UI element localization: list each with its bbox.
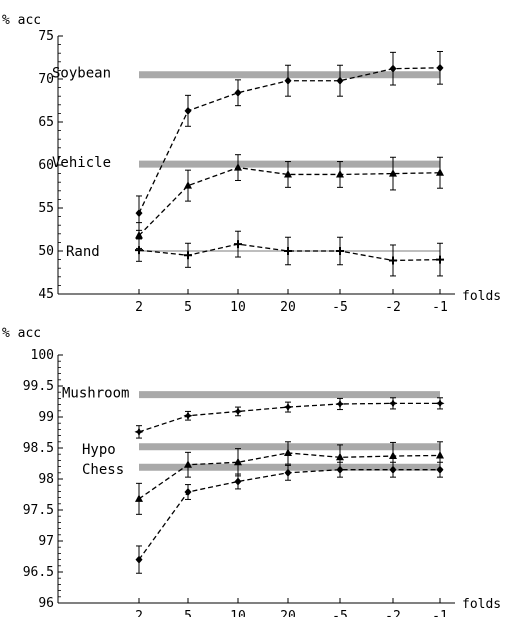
x-tick-label: 2 <box>135 300 143 315</box>
y-tick-label: 50 <box>38 244 54 259</box>
data-point-soybean <box>135 209 143 218</box>
series-label-vehicle: Vehicle <box>52 155 111 171</box>
data-point-soybean <box>284 76 292 85</box>
data-point-mushroom <box>335 399 345 409</box>
x-tick-label: 2 <box>135 609 143 617</box>
y-axis-title: % acc <box>2 13 41 28</box>
x-tick-label: -1 <box>432 300 448 315</box>
data-point-rand <box>389 256 397 265</box>
x-tick-label: 10 <box>230 609 246 617</box>
x-tick-label: -2 <box>385 300 401 315</box>
data-point-hypo <box>234 457 242 466</box>
y-tick-label: 99.5 <box>23 379 54 394</box>
y-tick-label: 96.5 <box>23 565 54 580</box>
data-point-chess <box>234 477 242 486</box>
data-point-vehicle <box>284 169 292 178</box>
data-point-mushroom <box>233 406 243 416</box>
data-point-vehicle <box>389 169 397 177</box>
data-point-hypo <box>184 460 192 468</box>
data-point-mushroom <box>435 398 445 408</box>
data-point-vehicle <box>184 181 192 189</box>
series-label-mushroom: Mushroom <box>62 386 129 402</box>
y-tick-label: 100 <box>31 348 54 363</box>
y-tick-label: 97.5 <box>23 503 54 518</box>
y-tick-label: 60 <box>38 158 54 173</box>
y-tick-label: 45 <box>38 287 54 302</box>
series-label-chess: Chess <box>82 462 124 478</box>
data-point-rand <box>284 247 292 255</box>
data-point-mushroom <box>134 427 144 437</box>
data-point-rand <box>234 240 242 249</box>
data-point-chess <box>135 555 143 564</box>
data-point-soybean <box>184 106 192 115</box>
data-point-mushroom <box>388 398 398 408</box>
data-point-mushroom <box>283 402 293 412</box>
series-line-soybean <box>138 67 441 214</box>
data-point-hypo <box>284 448 292 456</box>
data-point-soybean <box>336 76 344 85</box>
y-axis-title: % acc <box>2 326 41 341</box>
data-point-hypo <box>336 452 344 461</box>
y-tick-label: 97 <box>38 534 54 549</box>
y-tick-label: 99 <box>38 410 54 425</box>
data-point-rand <box>436 255 444 264</box>
data-point-vehicle <box>336 169 344 178</box>
x-tick-label: -5 <box>332 300 348 315</box>
data-point-vehicle <box>234 163 242 171</box>
data-point-rand <box>135 246 143 255</box>
data-point-rand <box>184 251 192 260</box>
y-tick-label: 55 <box>38 201 54 216</box>
x-axis-title: folds <box>462 289 501 304</box>
data-point-hypo <box>436 450 444 459</box>
data-point-chess <box>389 465 397 474</box>
data-point-soybean <box>234 88 242 97</box>
y-tick-label: 98.5 <box>23 441 54 456</box>
series-label-hypo: Hypo <box>82 442 116 458</box>
data-point-chess <box>284 468 292 477</box>
series-line-chess <box>138 469 440 560</box>
x-tick-label: 5 <box>184 609 192 617</box>
y-tick-label: 70 <box>38 72 54 87</box>
data-point-rand <box>336 247 344 255</box>
series-label-rand: Rand <box>66 244 100 260</box>
data-point-vehicle <box>436 168 444 176</box>
data-point-vehicle <box>135 231 143 239</box>
data-point-chess <box>184 488 192 497</box>
series-line-vehicle <box>138 166 441 236</box>
x-tick-label: -1 <box>432 609 448 617</box>
x-tick-label: 20 <box>280 300 296 315</box>
x-tick-label: 5 <box>184 300 192 315</box>
x-tick-label: -2 <box>385 609 401 617</box>
x-tick-label: 10 <box>230 300 246 315</box>
data-point-mushroom <box>183 411 193 421</box>
bottom-chart-panel: 96 96.5 97 97.5 98 98.5 99 99.5 100 2 5 10 20 -5 -2 -1%… <box>2 326 501 617</box>
series-line-hypo <box>138 452 441 500</box>
y-tick-label: 75 <box>38 29 54 44</box>
top-chart-panel: 45 50 55 60 65 70 75 2 5 10 20 -5 -2 -1 % acc folds Soyb… <box>2 13 501 315</box>
x-tick-label: 20 <box>280 609 296 617</box>
y-tick-label: 98 <box>38 472 54 487</box>
y-tick-label: 96 <box>38 596 54 611</box>
data-point-soybean <box>389 64 397 73</box>
x-axis-title: folds <box>462 597 501 612</box>
x-tick-label: -5 <box>332 609 348 617</box>
y-tick-label: 65 <box>38 115 54 130</box>
data-point-hypo <box>135 494 143 502</box>
series-label-soybean: Soybean <box>52 66 111 82</box>
data-point-hypo <box>389 451 397 460</box>
series-line-rand <box>138 243 441 262</box>
data-point-soybean <box>436 63 444 72</box>
data-point-chess <box>336 465 344 474</box>
data-point-chess <box>436 465 444 474</box>
